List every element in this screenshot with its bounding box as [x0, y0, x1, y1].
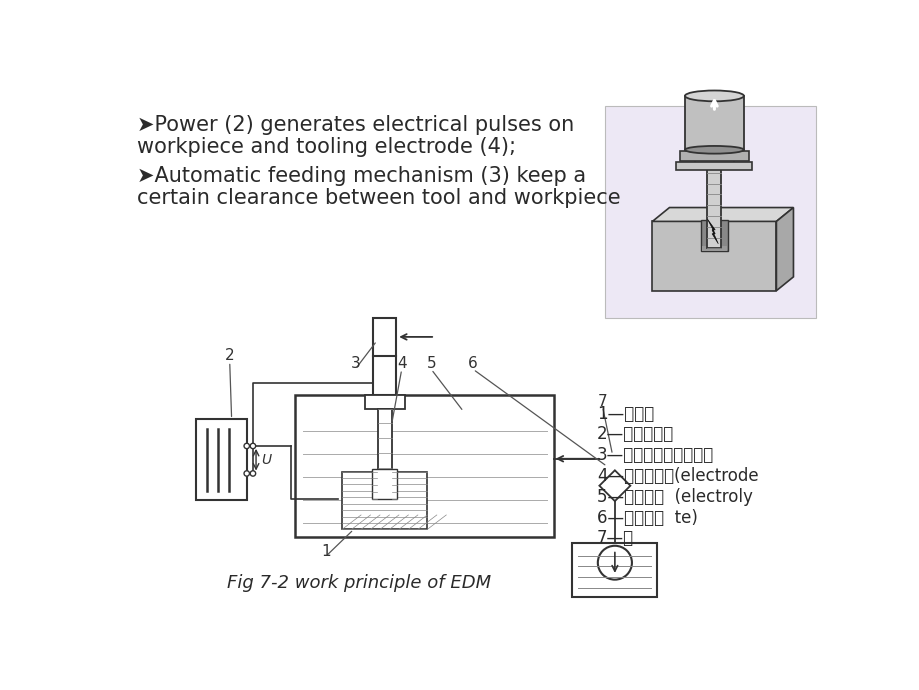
- Text: 3: 3: [350, 356, 359, 371]
- Text: 6—过滤器；  te): 6—过滤器； te): [596, 509, 698, 526]
- Text: 2: 2: [224, 348, 234, 363]
- Bar: [364, 395, 404, 408]
- Bar: [694, 150, 733, 165]
- Bar: [700, 220, 727, 250]
- Text: 6: 6: [468, 356, 477, 371]
- Text: 1—工件；: 1—工件；: [596, 404, 653, 423]
- Bar: [342, 472, 426, 529]
- Polygon shape: [652, 221, 776, 290]
- Bar: [196, 420, 246, 500]
- Text: ➤Power (2) generates electrical pulses on: ➤Power (2) generates electrical pulses o…: [137, 115, 573, 135]
- Bar: [701, 246, 726, 250]
- Bar: [372, 469, 397, 499]
- Polygon shape: [776, 208, 792, 290]
- Text: 7—泵: 7—泵: [596, 529, 633, 547]
- Bar: [378, 408, 391, 483]
- Circle shape: [244, 471, 249, 476]
- Polygon shape: [707, 219, 718, 244]
- Ellipse shape: [685, 146, 743, 154]
- Polygon shape: [652, 208, 792, 221]
- Text: 3—自动进给调节装置；: 3—自动进给调节装置；: [596, 446, 713, 464]
- Ellipse shape: [685, 90, 743, 101]
- Polygon shape: [598, 471, 630, 501]
- Text: 4: 4: [396, 356, 406, 371]
- Bar: [679, 151, 748, 161]
- Text: ➤Automatic feeding mechanism (3) keep a: ➤Automatic feeding mechanism (3) keep a: [137, 166, 585, 186]
- Bar: [572, 543, 657, 597]
- Text: workpiece and tooling electrode (4);: workpiece and tooling electrode (4);: [137, 137, 516, 157]
- Text: Fig 7-2 work principle of EDM: Fig 7-2 work principle of EDM: [227, 574, 491, 592]
- Bar: [707, 150, 720, 248]
- Circle shape: [597, 546, 631, 580]
- Text: 4—工具电极；(electrode: 4—工具电极；(electrode: [596, 467, 758, 485]
- Text: 5: 5: [425, 356, 436, 371]
- Text: certain clearance between tool and workpiece: certain clearance between tool and workp…: [137, 188, 619, 208]
- Text: 2—脉冲电源；: 2—脉冲电源；: [596, 426, 674, 444]
- Text: 1: 1: [321, 544, 330, 560]
- Bar: [685, 96, 743, 150]
- Circle shape: [250, 443, 255, 448]
- Bar: [604, 106, 815, 317]
- Text: U: U: [260, 453, 270, 466]
- Text: 5—工作液；  (electroly: 5—工作液； (electroly: [596, 488, 752, 506]
- Bar: [373, 317, 396, 395]
- Circle shape: [250, 471, 255, 476]
- Bar: [294, 395, 554, 537]
- Text: 7: 7: [597, 394, 607, 409]
- Bar: [675, 162, 752, 170]
- Circle shape: [244, 443, 249, 448]
